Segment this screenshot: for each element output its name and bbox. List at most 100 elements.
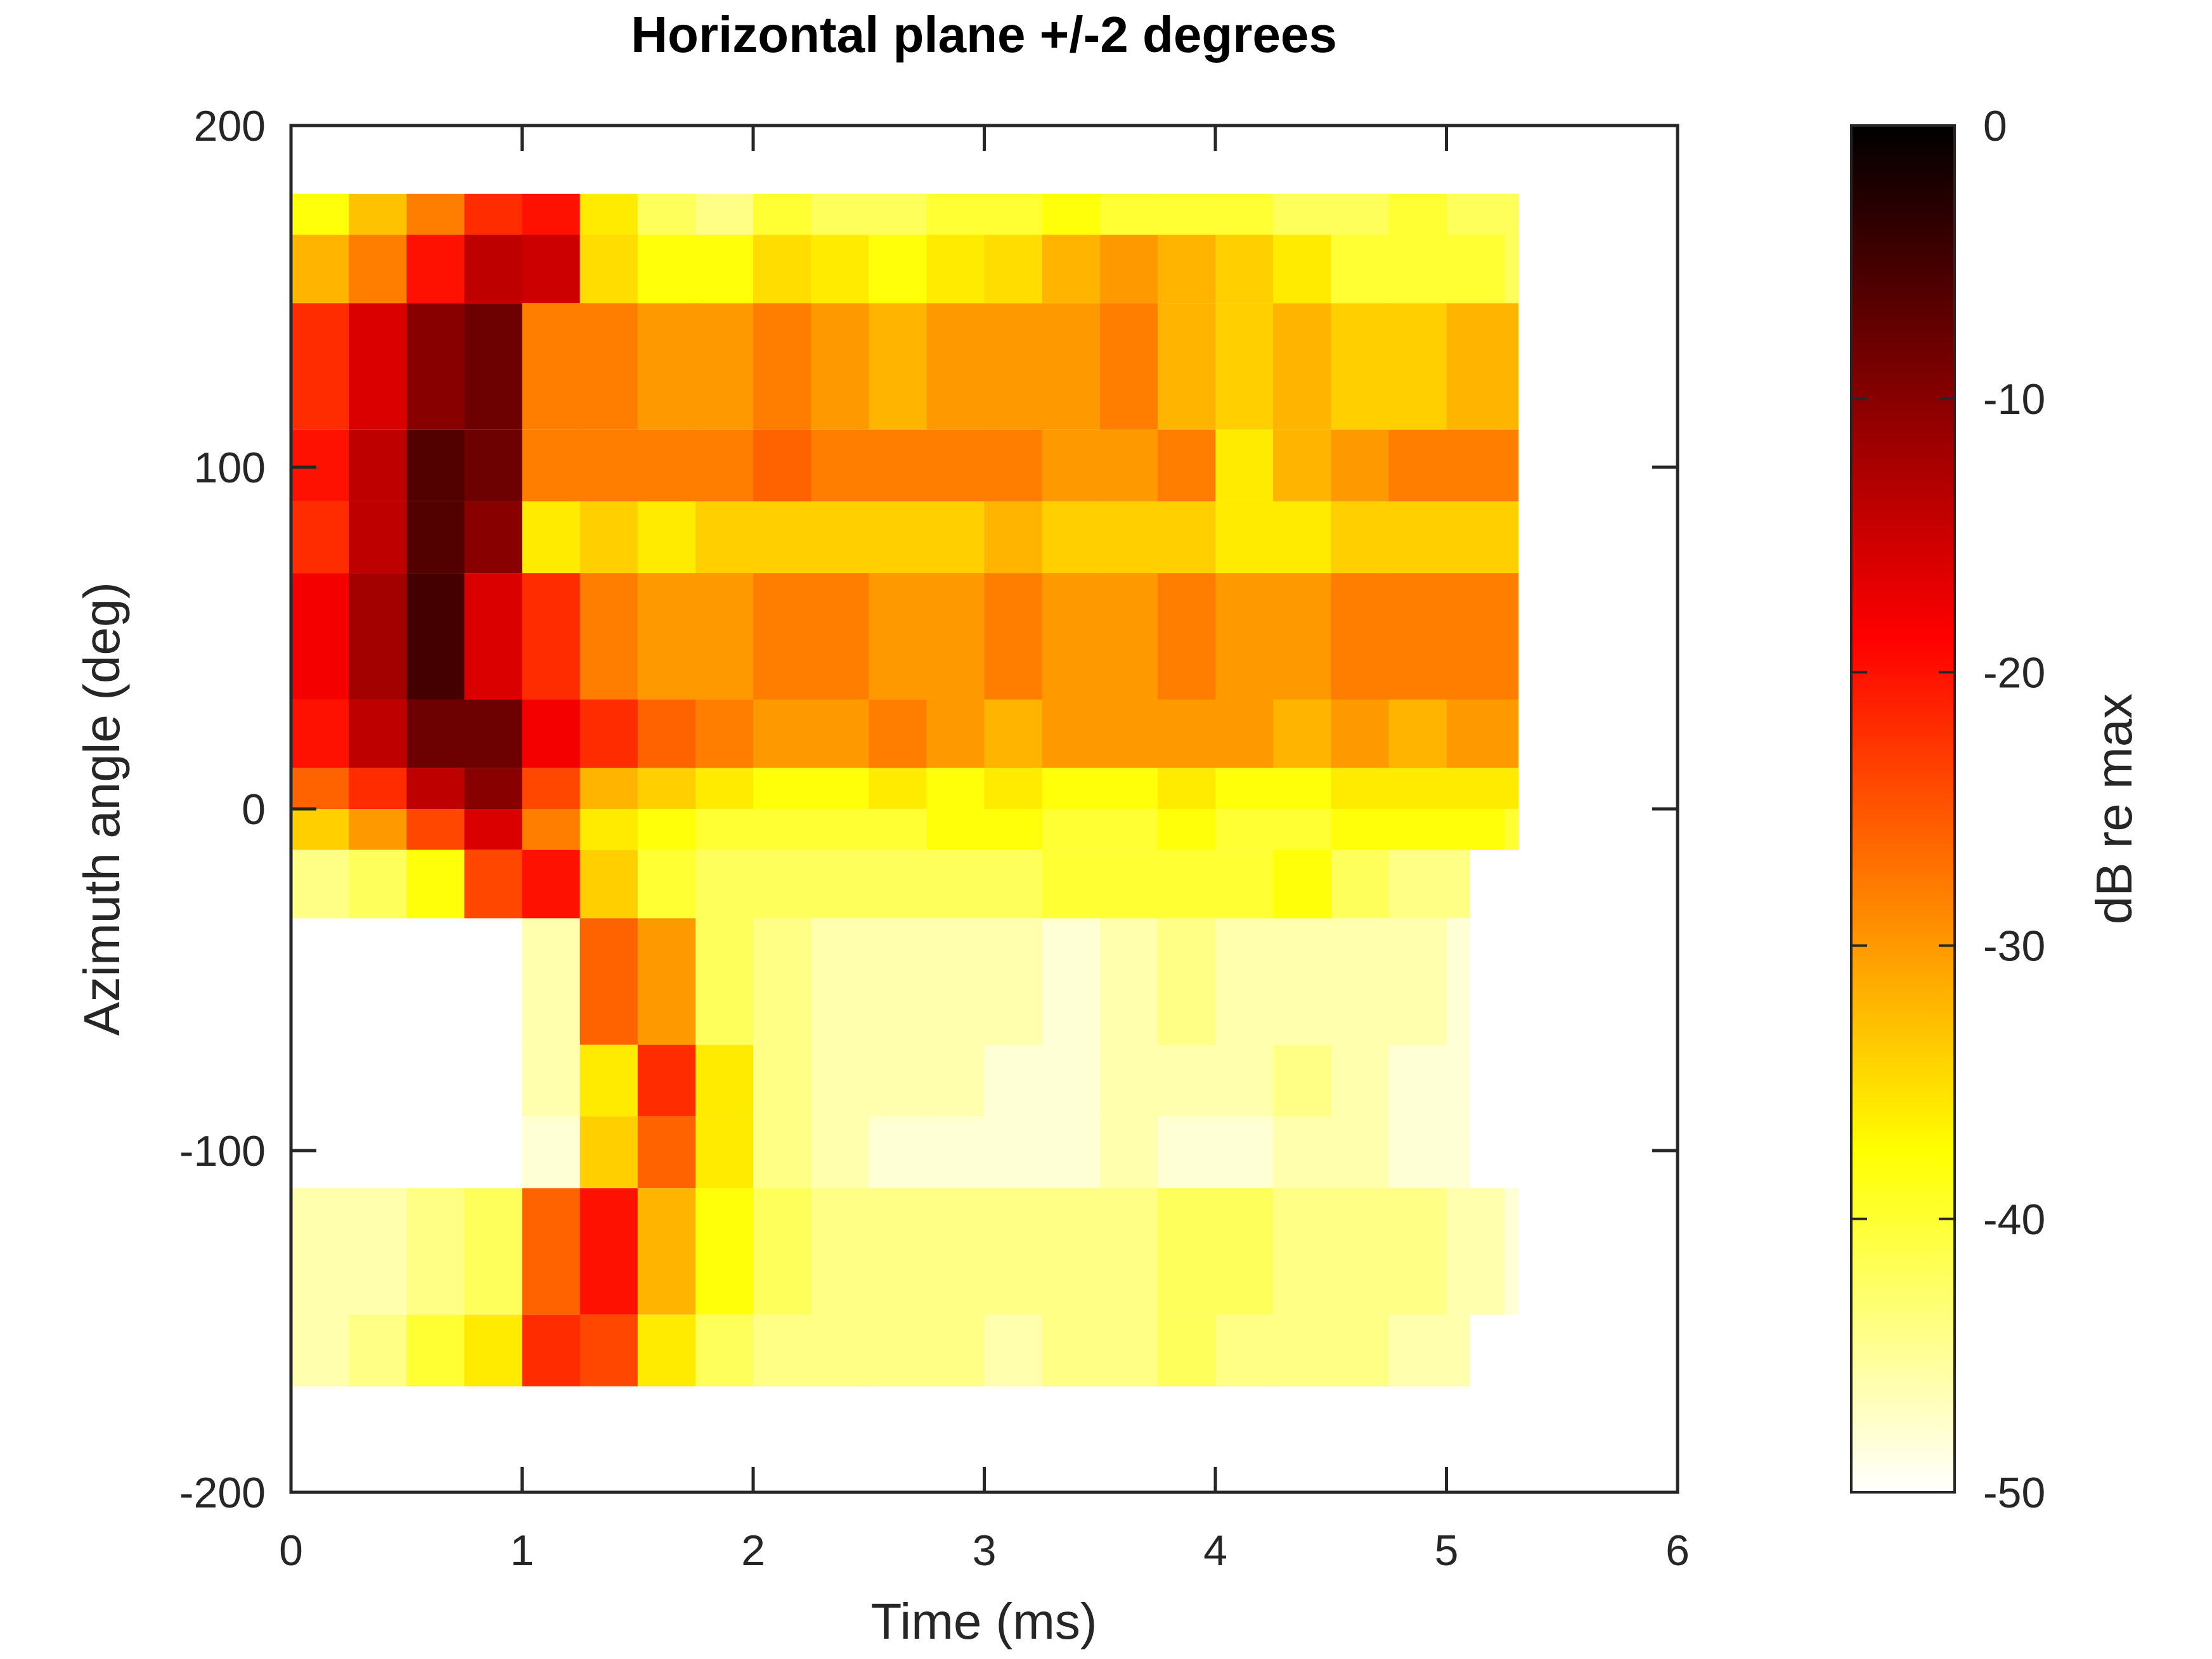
- heatmap-cell: [1099, 1044, 1158, 1117]
- heatmap-cell: [1331, 918, 1389, 1045]
- heatmap-cell: [406, 235, 465, 304]
- heatmap-cell: [522, 849, 581, 919]
- heatmap-cell: [464, 501, 522, 574]
- colorbar-label: dB re max: [2086, 694, 2142, 925]
- heatmap-cell: [695, 849, 754, 919]
- heatmap-cell: [406, 573, 465, 700]
- colorbar-ticks: 0 -10 -20 -30 -40 -50: [1851, 102, 2045, 1517]
- heatmap-cell: [811, 699, 869, 768]
- heatmap-cell: [1099, 768, 1158, 809]
- heatmap-cell: [695, 1188, 754, 1315]
- heatmap-cell: [1446, 573, 1505, 700]
- heatmap-cell: [1157, 303, 1216, 430]
- heatmap-cell: [579, 501, 638, 574]
- heatmap-cell: [695, 501, 754, 574]
- heatmap-cell: [695, 303, 754, 430]
- heatmap-cell: [753, 1188, 812, 1315]
- heatmap-cell: [1215, 193, 1274, 235]
- heatmap-cell: [811, 1188, 869, 1315]
- x-tick-label: 1: [510, 1527, 534, 1575]
- heatmap-cell: [984, 193, 1043, 235]
- heatmap-cell: [349, 768, 407, 809]
- heatmap-cell: [984, 918, 1043, 1045]
- heatmap-cell: [1042, 1314, 1101, 1386]
- heatmap-cell: [1331, 193, 1389, 235]
- heatmap-cell: [1504, 809, 1518, 850]
- y-tick-label: 200: [194, 102, 266, 150]
- heatmap-cell: [869, 699, 927, 768]
- heatmap-cell: [1504, 1188, 1518, 1315]
- heatmap-cell: [522, 809, 581, 850]
- heatmap-cell: [1215, 809, 1274, 850]
- heatmap-cell: [1157, 1116, 1216, 1189]
- heatmap-cell: [579, 699, 638, 768]
- heatmap-cell: [1331, 235, 1389, 304]
- heatmap-cell: [753, 573, 812, 700]
- heatmap-cell: [926, 1188, 985, 1315]
- heatmap-cell: [637, 768, 696, 809]
- heatmap-cell: [1273, 303, 1331, 430]
- heatmap-cell: [1331, 1044, 1389, 1117]
- heatmap-cell: [406, 699, 465, 768]
- heatmap-cell: [1388, 573, 1447, 700]
- heatmap-cell: [637, 1116, 696, 1189]
- heatmap-cell: [406, 1188, 465, 1315]
- heatmap-cell: [464, 768, 522, 809]
- heatmap-cell: [695, 768, 754, 809]
- heatmap-cell: [522, 1188, 581, 1315]
- heatmap-cell: [349, 809, 407, 850]
- x-axis: 0 1 2 3 4 5 6: [279, 126, 1690, 1575]
- heatmap-cell: [637, 235, 696, 304]
- heatmap-cell: [1273, 193, 1331, 235]
- heatmap-cell: [522, 501, 581, 574]
- heatmap-cell: [1331, 303, 1389, 430]
- heatmap-cell: [1273, 1314, 1331, 1386]
- x-tick-label: 3: [973, 1527, 997, 1575]
- heatmap-cell: [1215, 1314, 1274, 1386]
- heatmap-cell: [1215, 501, 1274, 574]
- heatmap-cell: [811, 193, 869, 235]
- heatmap-cell: [522, 1044, 581, 1117]
- heatmap-cell: [1504, 303, 1518, 430]
- heatmap-cell: [811, 573, 869, 700]
- heatmap-cell: [1042, 501, 1101, 574]
- heatmap-cell: [811, 849, 869, 919]
- heatmap-cell: [869, 573, 927, 700]
- heatmap-cell: [579, 303, 638, 430]
- heatmap-cell: [1273, 1116, 1331, 1189]
- heatmap-cell: [1388, 699, 1447, 768]
- heatmap-cell: [811, 1314, 869, 1386]
- heatmap-cell: [1157, 768, 1216, 809]
- heatmap-cell: [522, 1116, 581, 1189]
- heatmap-cell: [1099, 193, 1158, 235]
- heatmap-cell: [926, 573, 985, 700]
- heatmap-cell: [1504, 573, 1518, 700]
- heatmap-cell: [1042, 699, 1101, 768]
- heatmap-cell: [522, 573, 581, 700]
- heatmap-cell: [869, 501, 927, 574]
- heatmap-cell: [984, 429, 1043, 501]
- heatmap-cell: [406, 918, 465, 1045]
- heatmap-cell: [406, 849, 465, 919]
- heatmap-cell: [753, 768, 812, 809]
- heatmap-cell: [349, 699, 407, 768]
- heatmap-cell: [1446, 501, 1505, 574]
- heatmap-cell: [1331, 768, 1389, 809]
- heatmap-cell: [291, 193, 349, 235]
- heatmap-cell: [349, 303, 407, 430]
- heatmap-cell: [291, 1188, 349, 1315]
- heatmap-cell: [753, 1116, 812, 1189]
- heatmap-cell: [349, 849, 407, 919]
- heatmap-cell: [522, 429, 581, 501]
- y-axis: 200 100 0 -100 -200: [179, 102, 1678, 1517]
- heatmap-cell: [753, 501, 812, 574]
- colorbar-tick-label: -20: [1983, 649, 2045, 697]
- heatmap-cell: [1273, 235, 1331, 304]
- heatmap-cell: [579, 809, 638, 850]
- heatmap-cell: [869, 235, 927, 304]
- heatmap-cell: [1388, 429, 1447, 501]
- heatmap-cell: [984, 573, 1043, 700]
- heatmap-cell: [1042, 918, 1101, 1045]
- heatmap-cell: [637, 1188, 696, 1315]
- heatmap-cell: [637, 1044, 696, 1117]
